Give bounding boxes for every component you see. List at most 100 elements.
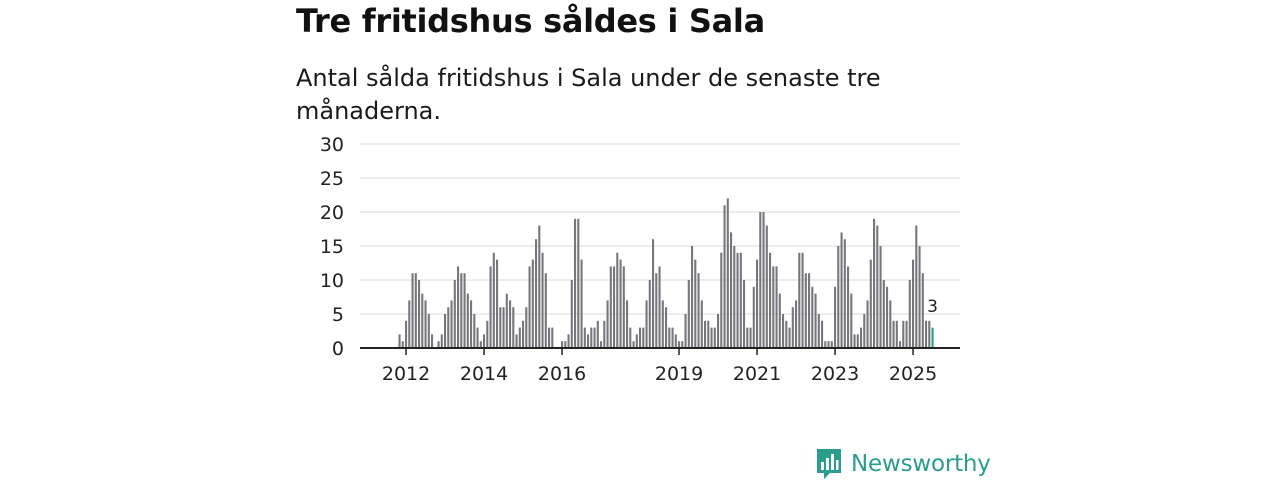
bar	[505, 293, 508, 348]
bar	[535, 239, 538, 348]
bar	[606, 300, 609, 348]
bar	[544, 273, 547, 348]
bar	[892, 320, 895, 348]
newsworthy-logo[interactable]: Newsworthy	[815, 447, 991, 481]
bar	[502, 307, 505, 348]
bar	[613, 266, 616, 348]
bar	[678, 341, 681, 348]
y-tick-label: 5	[332, 304, 344, 326]
bar	[444, 314, 447, 348]
bar	[928, 320, 931, 348]
bar	[492, 252, 495, 348]
bar	[642, 327, 645, 348]
bar	[918, 246, 921, 348]
gridlines	[360, 143, 960, 315]
bar	[769, 252, 772, 348]
bar	[405, 320, 408, 348]
y-tick-label: 30	[320, 134, 344, 156]
y-tick-label: 0	[332, 338, 344, 360]
bar	[869, 259, 872, 348]
bar	[466, 293, 469, 348]
bar	[713, 327, 716, 348]
bar	[730, 232, 733, 348]
bar	[509, 300, 512, 348]
x-tick-label: 2014	[460, 363, 508, 385]
bar	[489, 266, 492, 348]
bar	[648, 280, 651, 348]
bar	[665, 307, 668, 348]
bar	[639, 327, 642, 348]
bar	[743, 280, 746, 348]
bar	[609, 266, 612, 348]
bar	[538, 225, 541, 348]
bar	[827, 341, 830, 348]
bar	[782, 314, 785, 348]
x-axis-ticks: 2012 2014 2016 2019 2021 2023 2025	[382, 348, 937, 385]
bar	[886, 286, 889, 348]
bar	[424, 300, 427, 348]
bar	[473, 314, 476, 348]
bar	[863, 314, 866, 348]
bar	[652, 239, 655, 348]
bar	[905, 320, 908, 348]
bar	[814, 293, 817, 348]
bar	[723, 205, 726, 348]
y-tick-label: 25	[320, 168, 344, 190]
bar	[785, 320, 788, 348]
bar	[717, 314, 720, 348]
bar	[512, 307, 515, 348]
bar	[830, 341, 833, 348]
bar	[411, 273, 414, 348]
bar	[847, 266, 850, 348]
bar	[515, 334, 518, 348]
bar	[418, 280, 421, 348]
bar	[567, 334, 570, 348]
bar	[476, 327, 479, 348]
bar	[808, 273, 811, 348]
bar	[668, 327, 671, 348]
bar	[921, 273, 924, 348]
bar	[700, 300, 703, 348]
bar	[759, 212, 762, 348]
bar	[866, 300, 869, 348]
bar	[528, 266, 531, 348]
bar	[736, 252, 739, 348]
bar	[775, 266, 778, 348]
bar	[694, 259, 697, 348]
bar	[421, 293, 424, 348]
bar	[541, 252, 544, 348]
data-labels: 3	[926, 295, 940, 318]
bar	[912, 259, 915, 348]
bar	[629, 327, 632, 348]
chart-title: Tre fritidshus såldes i Sala	[296, 2, 765, 40]
bar	[603, 320, 606, 348]
bar	[561, 341, 564, 348]
bar	[587, 334, 590, 348]
bar	[431, 334, 434, 348]
bar	[483, 334, 486, 348]
bar	[447, 307, 450, 348]
bar	[661, 300, 664, 348]
bar	[821, 320, 824, 348]
y-axis-ticks: 0 5 10 15 20 25 30	[320, 134, 344, 360]
newsworthy-bar-chart-icon	[817, 449, 841, 479]
bar	[437, 341, 440, 348]
bar	[791, 307, 794, 348]
x-tick-label: 2016	[538, 363, 586, 385]
bar	[704, 320, 707, 348]
bar	[619, 259, 622, 348]
bar	[564, 341, 567, 348]
bar	[655, 273, 658, 348]
bar	[570, 280, 573, 348]
bar	[749, 327, 752, 348]
bar	[697, 273, 700, 348]
bar	[583, 327, 586, 348]
highlight-value-label: 3	[927, 297, 938, 317]
bar	[593, 327, 596, 348]
bar	[580, 259, 583, 348]
bar	[765, 225, 768, 348]
bar	[414, 273, 417, 348]
bar	[915, 225, 918, 348]
bar	[681, 341, 684, 348]
